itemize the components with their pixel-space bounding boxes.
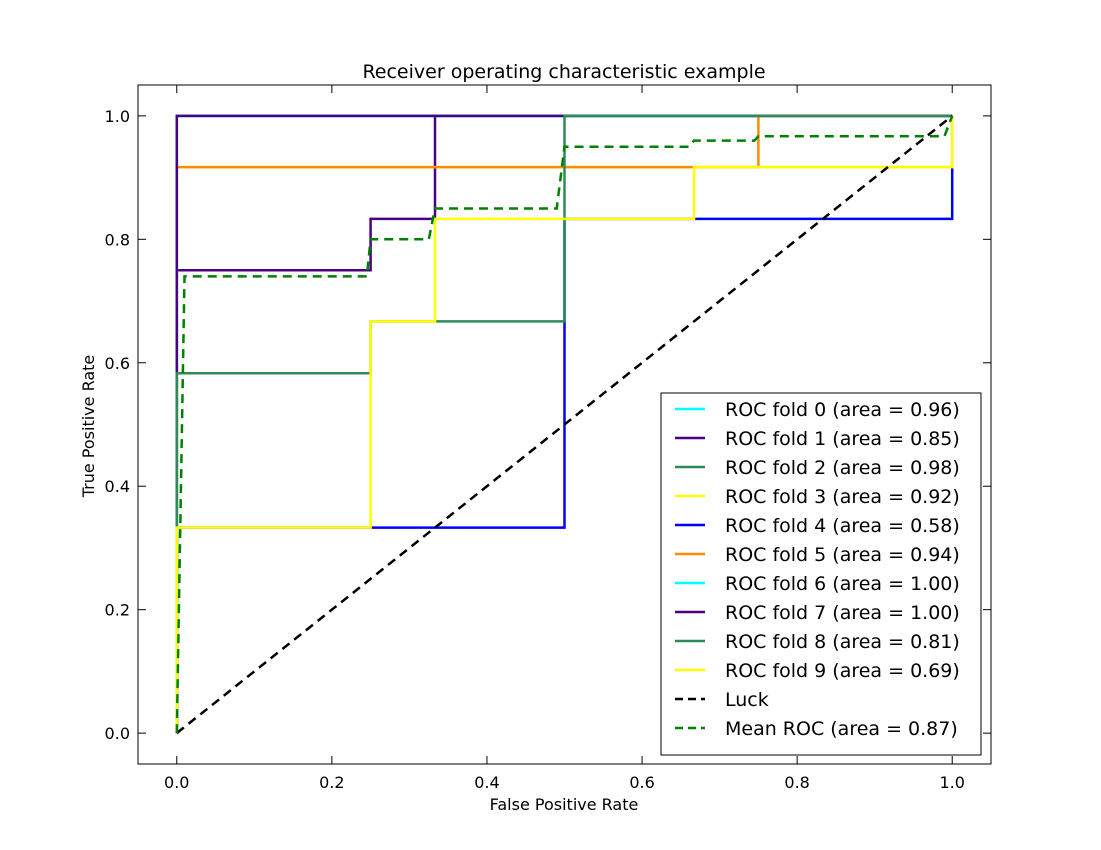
legend-label-7: ROC fold 7 (area = 1.00): [725, 602, 960, 624]
plot-frame: [137, 84, 992, 765]
x-tick-label-3: 0.6: [629, 773, 654, 792]
legend-label-8: ROC fold 8 (area = 0.81): [725, 631, 960, 653]
legend: ROC fold 0 (area = 0.96) ROC fold 1 (area…: [660, 392, 982, 756]
legend-label-11: Mean ROC (area = 0.87): [725, 718, 958, 740]
legend-label-9: ROC fold 9 (area = 0.69): [725, 660, 960, 682]
legend-label-4: ROC fold 4 (area = 0.58): [725, 515, 960, 537]
series-line-11: [175, 115, 954, 734]
y-tick-label-1: 0.2: [105, 601, 130, 620]
series-line-9: [175, 115, 954, 734]
axes-layer: 0.0 0.2 0.4 0.6 0.8 1.0 0.0 0.2 0.4 0.6 0.8 1.0: [105, 84, 992, 792]
x-tick-label-1: 0.2: [319, 773, 344, 792]
legend-label-1: ROC fold 1 (area = 0.85): [725, 428, 960, 450]
legend-label-10: Luck: [725, 689, 769, 711]
legend-label-5: ROC fold 5 (area = 0.94): [725, 544, 960, 566]
y-tick-label-2: 0.4: [105, 477, 130, 496]
legend-label-3: ROC fold 3 (area = 0.92): [725, 486, 960, 508]
chart-title: Receiver operating characteristic exampl…: [362, 61, 765, 83]
y-tick-label-4: 0.8: [105, 230, 130, 249]
x-tick-label-4: 0.8: [784, 773, 809, 792]
legend-label-6: ROC fold 6 (area = 1.00): [725, 573, 960, 595]
x-tick-label-5: 1.0: [940, 773, 965, 792]
y-tick-label-5: 1.0: [105, 107, 130, 126]
x-tick-label-0: 0.0: [164, 773, 189, 792]
x-axis-label: False Positive Rate: [490, 795, 639, 814]
y-axis-label: True Positive Rate: [79, 355, 98, 499]
series-line-10: [176, 114, 953, 735]
y-tick-label-3: 0.6: [105, 354, 130, 373]
legend-label-2: ROC fold 2 (area = 0.98): [725, 457, 960, 479]
x-tick-label-2: 0.4: [474, 773, 499, 792]
legend-label-0: ROC fold 0 (area = 0.96): [725, 399, 960, 421]
series-layer: [175, 114, 954, 735]
legend-box: [660, 392, 982, 756]
y-tick-label-0: 0.0: [105, 724, 130, 743]
